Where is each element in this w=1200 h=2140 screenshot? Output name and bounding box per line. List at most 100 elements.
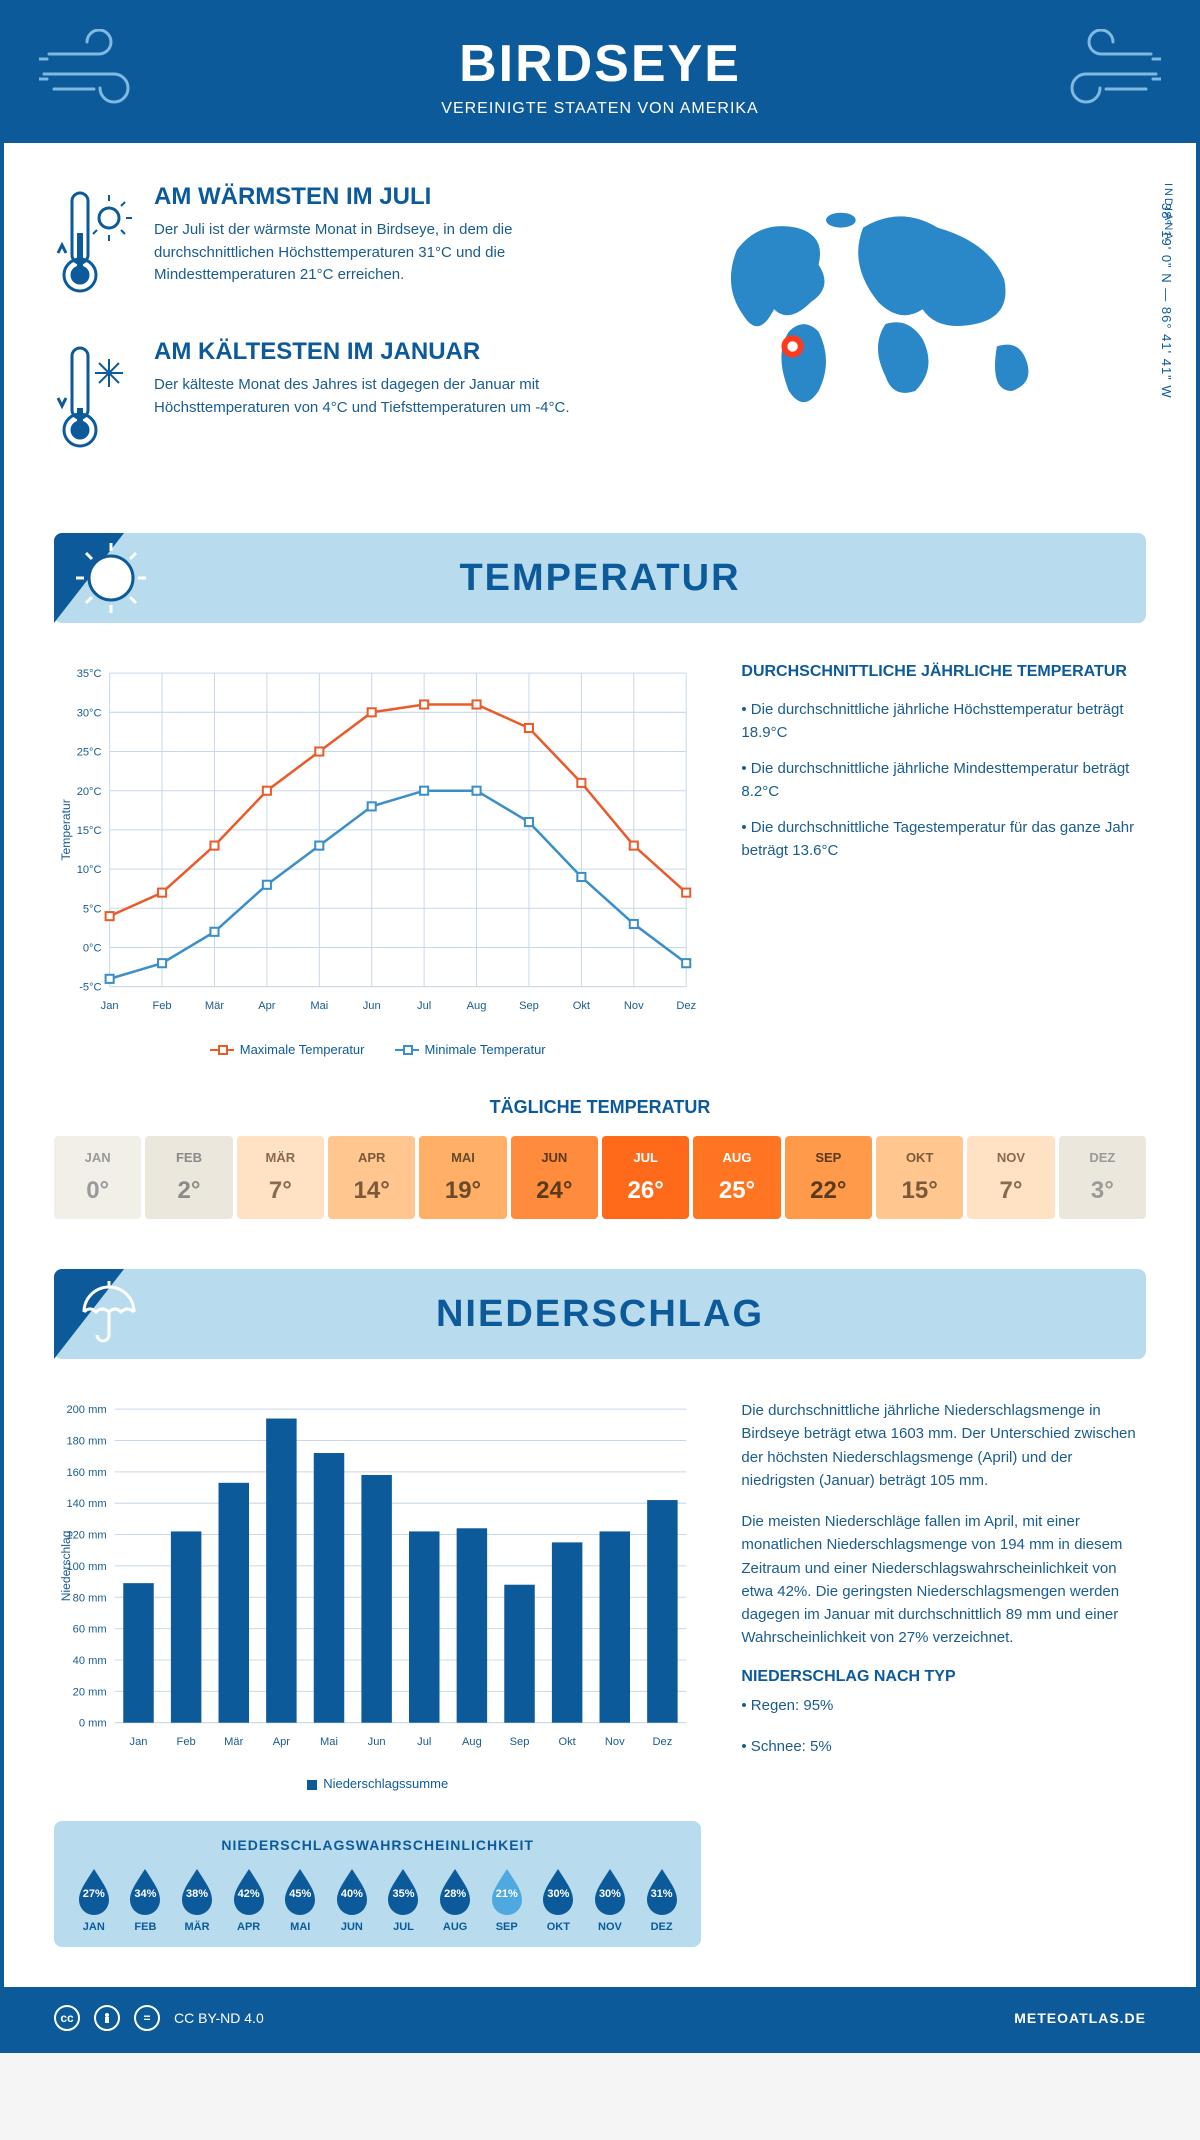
svg-text:Apr: Apr (273, 1736, 291, 1748)
prob-title: NIEDERSCHLAGSWAHRSCHEINLICHKEIT (70, 1837, 685, 1853)
svg-text:Jul: Jul (417, 1736, 431, 1748)
footer: cc = CC BY-ND 4.0 METEOATLAS.DE (4, 1987, 1196, 2049)
daily-temp-cell: JAN0° (54, 1136, 141, 1219)
prob-cell: 30%OKT (535, 1867, 583, 1933)
svg-text:Jun: Jun (363, 1000, 381, 1012)
warm-fact: AM WÄRMSTEN IM JULI Der Juli ist der wär… (54, 183, 610, 308)
prob-cell: 35%JUL (380, 1867, 428, 1933)
precipitation-banner: NIEDERSCHLAG (54, 1269, 1146, 1359)
precipitation-heading: NIEDERSCHLAG (436, 1293, 764, 1336)
nd-icon: = (134, 2005, 160, 2031)
wind-icon (39, 29, 149, 114)
precip-legend: Niederschlagssumme (54, 1776, 701, 1791)
svg-text:200 mm: 200 mm (66, 1404, 106, 1416)
license-text: CC BY-ND 4.0 (174, 2010, 264, 2026)
precip-rain: • Regen: 95% (741, 1694, 1146, 1717)
daily-temp-grid: JAN0°FEB2°MÄR7°APR14°MAI19°JUN24°JUL26°A… (54, 1136, 1146, 1219)
prob-cell: 34%FEB (122, 1867, 170, 1933)
prob-cell: 28%AUG (431, 1867, 479, 1933)
umbrella-icon (74, 1277, 144, 1352)
temperature-chart: -5°C0°C5°C10°C15°C20°C25°C30°C35°CJanFeb… (54, 663, 701, 1057)
precip-text: Die durchschnittliche jährliche Niedersc… (741, 1399, 1146, 1492)
svg-text:Mai: Mai (320, 1736, 338, 1748)
svg-text:Nov: Nov (624, 1000, 644, 1012)
svg-text:Sep: Sep (519, 1000, 539, 1012)
daily-temp-title: TÄGLICHE TEMPERATUR (54, 1097, 1146, 1118)
prob-cell: 40%JUN (328, 1867, 376, 1933)
svg-text:140 mm: 140 mm (66, 1498, 106, 1510)
svg-text:Mär: Mär (205, 1000, 224, 1012)
cc-icon: cc (54, 2005, 80, 2031)
svg-text:Apr: Apr (258, 1000, 276, 1012)
daily-temp-cell: APR14° (328, 1136, 415, 1219)
prob-cell: 45%MAI (276, 1867, 324, 1933)
page-subtitle: VEREINIGTE STAATEN VON AMERIKA (24, 100, 1176, 118)
world-map (640, 183, 1146, 443)
svg-text:160 mm: 160 mm (66, 1467, 106, 1479)
daily-temp-cell: MÄR7° (237, 1136, 324, 1219)
temperature-heading: TEMPERATUR (459, 557, 740, 600)
svg-text:60 mm: 60 mm (73, 1624, 107, 1636)
svg-text:10°C: 10°C (77, 864, 102, 876)
temperature-banner: TEMPERATUR (54, 533, 1146, 623)
svg-text:180 mm: 180 mm (66, 1436, 106, 1448)
temp-bullet: • Die durchschnittliche jährliche Mindes… (741, 758, 1146, 803)
temp-bullet: • Die durchschnittliche Tagestemperatur … (741, 817, 1146, 862)
svg-text:Jan: Jan (130, 1736, 148, 1748)
daily-temp-cell: JUN24° (511, 1136, 598, 1219)
daily-temp-cell: SEP22° (785, 1136, 872, 1219)
coordinates: 38° 19' 0" N — 86° 41' 41" W (1159, 203, 1174, 399)
svg-text:Dez: Dez (676, 1000, 696, 1012)
warm-text: Der Juli ist der wärmste Monat in Birdse… (154, 219, 610, 287)
temp-legend: Maximale Temperatur Minimale Temperatur (54, 1042, 701, 1057)
daily-temp-cell: OKT15° (876, 1136, 963, 1219)
svg-text:0°C: 0°C (83, 943, 102, 955)
svg-text:20 mm: 20 mm (73, 1687, 107, 1699)
svg-text:Dez: Dez (653, 1736, 673, 1748)
by-icon (94, 2005, 120, 2031)
svg-text:25°C: 25°C (77, 747, 102, 759)
svg-text:15°C: 15°C (77, 825, 102, 837)
page-title: BIRDSEYE (24, 34, 1176, 94)
svg-text:-5°C: -5°C (79, 982, 101, 994)
svg-text:Aug: Aug (467, 1000, 487, 1012)
thermometer-cold-icon (54, 338, 134, 463)
svg-text:80 mm: 80 mm (73, 1592, 107, 1604)
svg-text:Mär: Mär (224, 1736, 243, 1748)
svg-text:Mai: Mai (310, 1000, 328, 1012)
sun-icon (74, 541, 148, 620)
precip-text: Die meisten Niederschläge fallen im Apri… (741, 1510, 1146, 1650)
precip-snow: • Schnee: 5% (741, 1735, 1146, 1758)
cold-fact: AM KÄLTESTEN IM JANUAR Der kälteste Mona… (54, 338, 610, 463)
svg-text:30°C: 30°C (77, 707, 102, 719)
thermometer-hot-icon (54, 183, 134, 308)
precip-type-title: NIEDERSCHLAG NACH TYP (741, 1668, 1146, 1686)
daily-temp-cell: DEZ3° (1059, 1136, 1146, 1219)
daily-temp-cell: JUL26° (602, 1136, 689, 1219)
header: BIRDSEYE VEREINIGTE STAATEN VON AMERIKA (4, 4, 1196, 143)
prob-cell: 21%SEP (483, 1867, 531, 1933)
svg-text:Okt: Okt (573, 1000, 590, 1012)
prob-cell: 30%NOV (586, 1867, 634, 1933)
svg-text:Jan: Jan (101, 1000, 119, 1012)
prob-cell: 27%JAN (70, 1867, 118, 1933)
prob-cell: 31%DEZ (638, 1867, 686, 1933)
svg-text:Jul: Jul (417, 1000, 431, 1012)
svg-text:Okt: Okt (558, 1736, 575, 1748)
svg-text:Sep: Sep (510, 1736, 530, 1748)
daily-temp-cell: NOV7° (967, 1136, 1054, 1219)
daily-temp-cell: MAI19° (419, 1136, 506, 1219)
temp-info-title: DURCHSCHNITTLICHE JÄHRLICHE TEMPERATUR (741, 663, 1146, 681)
svg-text:20°C: 20°C (77, 786, 102, 798)
cold-title: AM KÄLTESTEN IM JANUAR (154, 338, 610, 366)
svg-text:Feb: Feb (152, 1000, 171, 1012)
prob-cell: 42%APR (225, 1867, 273, 1933)
precip-probability-box: NIEDERSCHLAGSWAHRSCHEINLICHKEIT 27%JAN34… (54, 1821, 701, 1947)
svg-text:Jun: Jun (368, 1736, 386, 1748)
precipitation-chart: 0 mm20 mm40 mm60 mm80 mm100 mm120 mm140 … (54, 1399, 701, 1791)
svg-text:Temperatur: Temperatur (59, 799, 73, 860)
site-name: METEOATLAS.DE (1014, 2010, 1146, 2026)
svg-text:0 mm: 0 mm (79, 1718, 107, 1730)
svg-text:Aug: Aug (462, 1736, 482, 1748)
daily-temp-cell: AUG25° (693, 1136, 780, 1219)
